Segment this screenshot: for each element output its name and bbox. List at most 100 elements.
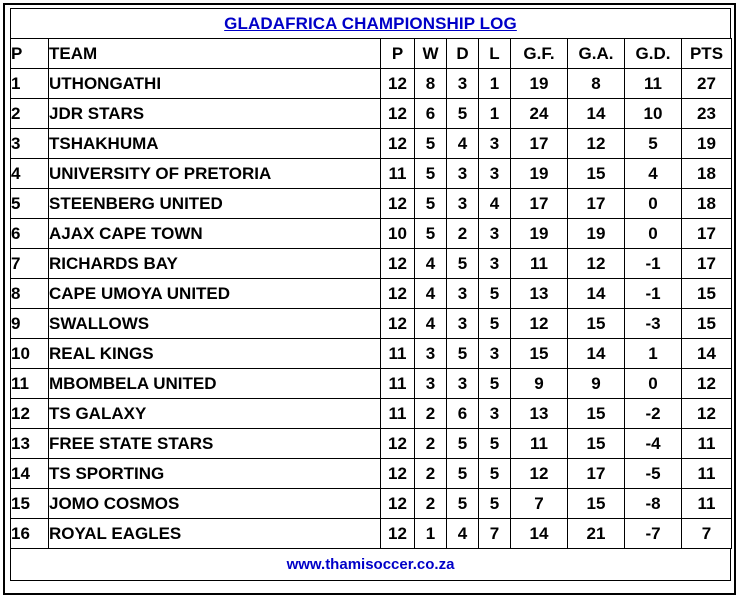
cell-position: 7 [10, 248, 49, 279]
cell-drawn: 3 [446, 188, 479, 219]
cell-points: 11 [681, 428, 732, 459]
cell-position: 16 [10, 518, 49, 549]
cell-played: 12 [380, 188, 415, 219]
cell-team: UNIVERSITY OF PRETORIA [48, 158, 381, 189]
cell-points: 11 [681, 488, 732, 519]
cell-team: JOMO COSMOS [48, 488, 381, 519]
cell-goal-diff: -3 [624, 308, 682, 339]
header-won[interactable]: W [414, 38, 447, 69]
table-row[interactable]: 2 JDR STARS 12 6 5 1 24 14 10 23 [10, 98, 732, 129]
cell-points: 12 [681, 398, 732, 429]
cell-goals-against: 14 [567, 338, 625, 369]
cell-lost: 3 [478, 248, 511, 279]
cell-position: 1 [10, 68, 49, 99]
cell-goals-for: 13 [510, 398, 568, 429]
cell-lost: 3 [478, 158, 511, 189]
cell-goals-for: 12 [510, 458, 568, 489]
cell-lost: 5 [478, 368, 511, 399]
cell-points: 19 [681, 128, 732, 159]
cell-goals-for: 19 [510, 68, 568, 99]
header-team[interactable]: TEAM [48, 38, 381, 69]
cell-played: 12 [380, 278, 415, 309]
header-goals-for[interactable]: G.F. [510, 38, 568, 69]
cell-position: 6 [10, 218, 49, 249]
cell-goals-against: 14 [567, 278, 625, 309]
table-row[interactable]: 7 RICHARDS BAY 12 4 5 3 11 12 -1 17 [10, 248, 732, 279]
cell-won: 1 [414, 518, 447, 549]
header-drawn[interactable]: D [446, 38, 479, 69]
cell-drawn: 4 [446, 128, 479, 159]
cell-team: TSHAKHUMA [48, 128, 381, 159]
cell-goals-against: 9 [567, 368, 625, 399]
cell-goal-diff: -4 [624, 428, 682, 459]
cell-points: 14 [681, 338, 732, 369]
table-row[interactable]: 5 STEENBERG UNITED 12 5 3 4 17 17 0 18 [10, 188, 732, 219]
cell-goals-against: 8 [567, 68, 625, 99]
cell-won: 2 [414, 428, 447, 459]
cell-team: CAPE UMOYA UNITED [48, 278, 381, 309]
table-row[interactable]: 6 AJAX CAPE TOWN 10 5 2 3 19 19 0 17 [10, 218, 732, 249]
title-bar: GLADAFRICA CHAMPIONSHIP LOG [10, 8, 731, 38]
header-played[interactable]: P [380, 38, 415, 69]
cell-lost: 3 [478, 128, 511, 159]
table-header-row: P TEAM P W D L G.F. G.A. G.D. PTS [10, 38, 732, 69]
cell-goal-diff: 11 [624, 68, 682, 99]
cell-won: 5 [414, 188, 447, 219]
cell-goals-for: 7 [510, 488, 568, 519]
cell-played: 12 [380, 98, 415, 129]
cell-drawn: 3 [446, 68, 479, 99]
cell-team: TS SPORTING [48, 458, 381, 489]
cell-lost: 5 [478, 278, 511, 309]
header-goals-against[interactable]: G.A. [567, 38, 625, 69]
cell-goals-for: 13 [510, 278, 568, 309]
cell-position: 11 [10, 368, 49, 399]
cell-played: 11 [380, 158, 415, 189]
cell-played: 12 [380, 518, 415, 549]
cell-goal-diff: 0 [624, 188, 682, 219]
cell-lost: 4 [478, 188, 511, 219]
cell-won: 5 [414, 158, 447, 189]
cell-drawn: 5 [446, 98, 479, 129]
table-row[interactable]: 9 SWALLOWS 12 4 3 5 12 15 -3 15 [10, 308, 732, 339]
cell-points: 7 [681, 518, 732, 549]
table-row[interactable]: 13 FREE STATE STARS 12 2 5 5 11 15 -4 11 [10, 428, 732, 459]
cell-team: ROYAL EAGLES [48, 518, 381, 549]
table-row[interactable]: 15 JOMO COSMOS 12 2 5 5 7 15 -8 11 [10, 488, 732, 519]
cell-points: 17 [681, 218, 732, 249]
cell-drawn: 3 [446, 158, 479, 189]
table-row[interactable]: 16 ROYAL EAGLES 12 1 4 7 14 21 -7 7 [10, 518, 732, 549]
cell-points: 15 [681, 278, 732, 309]
cell-drawn: 5 [446, 488, 479, 519]
cell-goals-against: 14 [567, 98, 625, 129]
header-goal-diff[interactable]: G.D. [624, 38, 682, 69]
cell-won: 5 [414, 128, 447, 159]
table-row[interactable]: 14 TS SPORTING 12 2 5 5 12 17 -5 11 [10, 458, 732, 489]
cell-goals-for: 17 [510, 188, 568, 219]
cell-drawn: 6 [446, 398, 479, 429]
cell-goals-against: 15 [567, 308, 625, 339]
table-row[interactable]: 3 TSHAKHUMA 12 5 4 3 17 12 5 19 [10, 128, 732, 159]
cell-goals-against: 15 [567, 398, 625, 429]
cell-position: 12 [10, 398, 49, 429]
log-container: GLADAFRICA CHAMPIONSHIP LOG P TEAM P W D… [10, 8, 732, 590]
header-points[interactable]: PTS [681, 38, 732, 69]
cell-points: 18 [681, 188, 732, 219]
cell-won: 3 [414, 338, 447, 369]
cell-position: 14 [10, 458, 49, 489]
header-position[interactable]: P [10, 38, 49, 69]
cell-drawn: 5 [446, 248, 479, 279]
cell-played: 12 [380, 488, 415, 519]
table-row[interactable]: 11 MBOMBELA UNITED 11 3 3 5 9 9 0 12 [10, 368, 732, 399]
table-row[interactable]: 12 TS GALAXY 11 2 6 3 13 15 -2 12 [10, 398, 732, 429]
cell-points: 18 [681, 158, 732, 189]
cell-lost: 5 [478, 428, 511, 459]
table-row[interactable]: 4 UNIVERSITY OF PRETORIA 11 5 3 3 19 15 4 18 [10, 158, 732, 189]
cell-lost: 3 [478, 218, 511, 249]
table-row[interactable]: 8 CAPE UMOYA UNITED 12 4 3 5 13 14 -1 15 [10, 278, 732, 309]
table-row[interactable]: 1 UTHONGATHI 12 8 3 1 19 8 11 27 [10, 68, 732, 99]
header-lost[interactable]: L [478, 38, 511, 69]
cell-team: JDR STARS [48, 98, 381, 129]
website-link[interactable]: www.thamisoccer.co.za [286, 556, 455, 573]
table-row[interactable]: 10 REAL KINGS 11 3 5 3 15 14 1 14 [10, 338, 732, 369]
cell-drawn: 4 [446, 518, 479, 549]
